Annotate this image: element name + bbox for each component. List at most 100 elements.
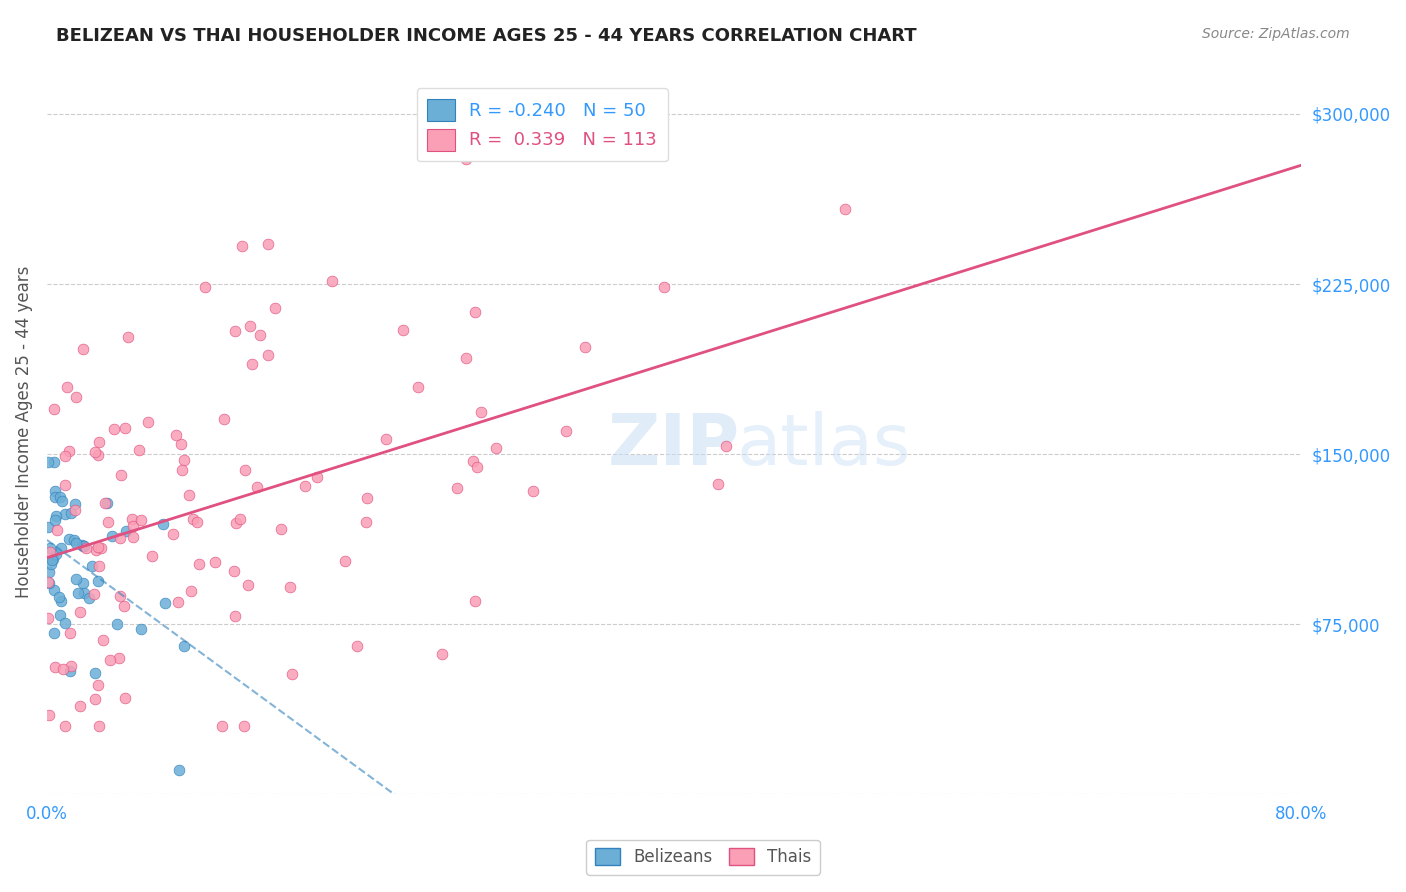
Thais <box>181 512 204 526</box>
Belizeans <box>87 574 110 589</box>
Thais <box>375 432 398 446</box>
Belizeans <box>72 539 94 553</box>
Belizeans <box>42 551 65 566</box>
Thais <box>117 330 139 344</box>
Thais <box>97 516 120 530</box>
Thais <box>212 412 235 426</box>
Belizeans <box>63 497 86 511</box>
Belizeans <box>73 586 96 600</box>
Thais <box>485 441 508 455</box>
Thais <box>461 453 484 467</box>
Text: Source: ZipAtlas.com: Source: ZipAtlas.com <box>1202 27 1350 41</box>
Thais <box>162 526 184 541</box>
Thais <box>90 541 112 555</box>
Thais <box>465 460 488 475</box>
Thais <box>114 690 136 705</box>
Thais <box>122 530 145 544</box>
Thais <box>281 667 304 681</box>
Thais <box>224 324 246 338</box>
Thais <box>264 301 287 315</box>
Thais <box>278 580 301 594</box>
Thais <box>167 595 190 609</box>
Thais <box>356 515 378 529</box>
Belizeans <box>59 506 82 520</box>
Thais <box>83 587 105 601</box>
Thais <box>249 328 271 343</box>
Belizeans <box>79 591 101 605</box>
Thais <box>114 421 136 435</box>
Thais <box>235 463 257 477</box>
Thais <box>65 390 87 404</box>
Text: atlas: atlas <box>737 411 911 481</box>
Thais <box>391 323 413 337</box>
Thais <box>233 719 256 733</box>
Thais <box>165 428 187 442</box>
Thais <box>69 605 91 619</box>
Thais <box>707 477 730 491</box>
Belizeans <box>58 532 80 546</box>
Thais <box>112 599 135 613</box>
Thais <box>194 280 217 294</box>
Thais <box>456 153 478 167</box>
Thais <box>834 202 856 216</box>
Belizeans <box>44 455 66 469</box>
Thais <box>321 274 343 288</box>
Thais <box>89 559 111 574</box>
Thais <box>270 523 292 537</box>
Belizeans <box>39 557 62 571</box>
Thais <box>464 594 486 608</box>
Belizeans <box>49 608 72 623</box>
Thais <box>108 589 131 603</box>
Belizeans <box>48 591 70 605</box>
Thais <box>122 519 145 533</box>
Thais <box>56 380 79 394</box>
Thais <box>58 444 80 458</box>
Thais <box>346 640 368 654</box>
Belizeans <box>59 664 82 678</box>
Thais <box>231 239 253 253</box>
Thais <box>87 541 110 555</box>
Thais <box>464 305 486 319</box>
Thais <box>204 555 226 569</box>
Belizeans <box>153 596 176 610</box>
Belizeans <box>105 616 128 631</box>
Thais <box>188 557 211 571</box>
Belizeans <box>80 558 103 573</box>
Thais <box>555 424 578 438</box>
Thais <box>239 319 262 334</box>
Belizeans <box>62 533 84 548</box>
Thais <box>173 453 195 467</box>
Thais <box>87 448 110 462</box>
Thais <box>177 487 200 501</box>
Thais <box>246 479 269 493</box>
Thais <box>430 647 453 661</box>
Thais <box>446 481 468 495</box>
Belizeans <box>84 665 107 680</box>
Thais <box>37 611 59 625</box>
Text: ZIP: ZIP <box>607 411 740 481</box>
Thais <box>91 633 114 648</box>
Thais <box>652 280 675 294</box>
Thais <box>38 707 60 722</box>
Thais <box>129 512 152 526</box>
Belizeans <box>38 566 60 580</box>
Thais <box>83 445 105 459</box>
Belizeans <box>173 639 195 653</box>
Thais <box>69 698 91 713</box>
Thais <box>224 608 246 623</box>
Belizeans <box>38 575 60 590</box>
Belizeans <box>100 529 122 543</box>
Belizeans <box>44 483 66 498</box>
Thais <box>180 583 202 598</box>
Thais <box>84 692 107 706</box>
Thais <box>356 491 378 505</box>
Thais <box>305 470 328 484</box>
Thais <box>52 662 75 676</box>
Thais <box>128 442 150 457</box>
Thais <box>256 348 278 362</box>
Belizeans <box>44 513 66 527</box>
Thais <box>170 463 193 477</box>
Thais <box>110 467 132 482</box>
Legend: R = -0.240   N = 50, R =  0.339   N = 113: R = -0.240 N = 50, R = 0.339 N = 113 <box>416 88 668 161</box>
Belizeans <box>65 572 87 586</box>
